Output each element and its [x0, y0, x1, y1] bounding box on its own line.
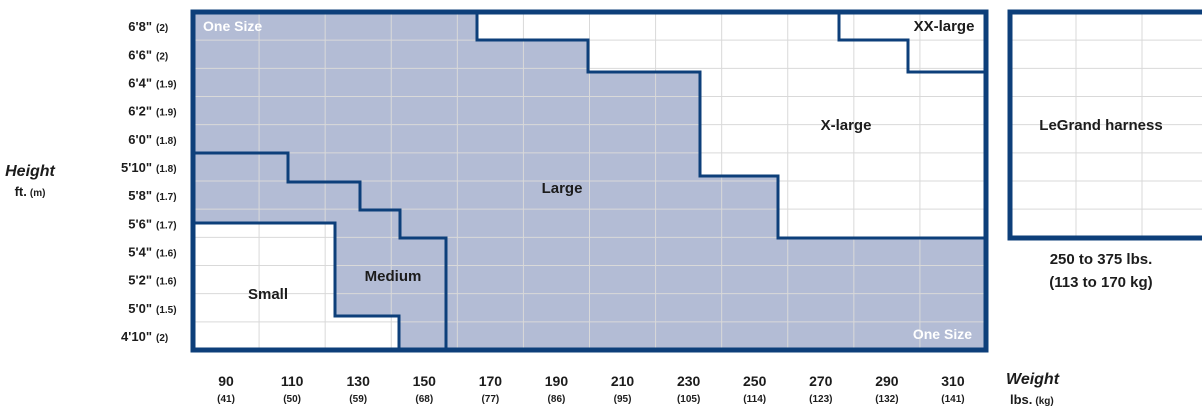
- legrand-range-lbs: 250 to 375 lbs.: [1050, 251, 1153, 268]
- x-tick-sublabel: (132): [875, 394, 898, 405]
- medium-large-boundary: [193, 151, 448, 350]
- zone-label-small: Small: [248, 286, 288, 303]
- legrand-label: LeGrand harness: [1039, 117, 1162, 134]
- y-tick-sublabel: (1.7): [156, 220, 177, 231]
- y-tick-sublabel: (1.7): [156, 192, 177, 203]
- x-tick-label: 310: [941, 373, 965, 389]
- x-axis-title: Weight: [1006, 371, 1060, 388]
- x-tick-label: 290: [875, 373, 899, 389]
- x-tick-sublabel: (86): [548, 394, 566, 405]
- y-axis-ticks: 6'8" (2) 6'6" (2) 6'4" (1.9) 6'2" (1.9) 6'0" (1.8…: [121, 19, 177, 344]
- zone-label-medium: Medium: [365, 268, 422, 285]
- y-axis-title: Height: [5, 163, 55, 180]
- x-tick-label: 170: [479, 373, 503, 389]
- x-axis-unit-lbs: lbs.: [1010, 392, 1032, 407]
- x-tick-sublabel: (77): [481, 394, 499, 405]
- x-tick-label: 90: [218, 373, 234, 389]
- y-tick-sublabel: (1.6): [156, 277, 177, 288]
- legrand-grid: [1010, 12, 1202, 238]
- y-axis-unit-ft: ft.: [15, 184, 27, 199]
- y-tick-sublabel: (2): [156, 51, 168, 62]
- zone-label-large: Large: [542, 180, 583, 197]
- x-tick-sublabel: (141): [941, 394, 964, 405]
- y-tick-sublabel: (1.6): [156, 248, 177, 259]
- y-tick-sublabel: (2): [156, 333, 168, 344]
- one-size-label-top: One Size: [203, 18, 262, 34]
- y-tick-label: 6'6": [128, 47, 152, 62]
- y-tick-label: 4'10": [121, 329, 152, 344]
- y-tick-label: 5'6": [128, 216, 152, 231]
- x-axis-ticks: 90 (41) 110 (50) 130 (59) 150 (68) 170 (77) 190 (86…: [217, 373, 965, 405]
- y-tick-label: 5'4": [128, 244, 152, 259]
- zone-label-xxlarge: XX-large: [914, 18, 975, 35]
- x-tick-sublabel: (105): [677, 394, 700, 405]
- x-tick-sublabel: (59): [349, 394, 367, 405]
- large-xlarge-boundary: [475, 12, 986, 240]
- y-tick-label: 5'8": [128, 188, 152, 203]
- y-tick-sublabel: (1.8): [156, 164, 177, 175]
- x-tick-sublabel: (50): [283, 394, 301, 405]
- y-tick-label: 6'2": [128, 104, 152, 119]
- plot-border: [190, 9, 989, 353]
- y-tick-sublabel: (1.9): [156, 108, 177, 119]
- y-tick-label: 5'0": [128, 301, 152, 316]
- x-tick-label: 250: [743, 373, 767, 389]
- x-tick-label: 130: [347, 373, 371, 389]
- x-tick-sublabel: (114): [743, 394, 766, 405]
- legrand-range-kg: (113 to 170 kg): [1049, 274, 1152, 291]
- y-tick-label: 5'2": [128, 273, 152, 288]
- x-tick-label: 110: [281, 373, 304, 389]
- x-tick-label: 270: [809, 373, 833, 389]
- y-tick-label: 6'8": [128, 19, 152, 34]
- y-tick-label: 6'4": [128, 75, 152, 90]
- x-axis-unit: lbs. (kg): [1010, 392, 1054, 407]
- xlarge-xxlarge-boundary: [837, 12, 986, 74]
- x-tick-label: 230: [677, 373, 701, 389]
- zone-label-xlarge: X-large: [821, 117, 872, 134]
- one-size-label-bottom: One Size: [913, 326, 972, 342]
- x-tick-label: 150: [413, 373, 437, 389]
- x-tick-sublabel: (41): [217, 394, 235, 405]
- plot-grid: [193, 12, 986, 350]
- y-tick-sublabel: (1.8): [156, 136, 177, 147]
- y-axis-unit: ft. (m): [15, 184, 46, 199]
- y-axis-unit-m: (m): [30, 188, 46, 199]
- y-tick-sublabel: (1.9): [156, 79, 177, 90]
- x-tick-sublabel: (123): [809, 394, 832, 405]
- y-tick-sublabel: (1.5): [156, 305, 177, 316]
- x-tick-sublabel: (68): [415, 394, 433, 405]
- x-tick-label: 190: [545, 373, 569, 389]
- y-tick-label: 6'0": [128, 132, 152, 147]
- x-axis-unit-kg: (kg): [1035, 396, 1053, 407]
- legrand-border: [1007, 9, 1202, 241]
- y-tick-label: 5'10": [121, 160, 152, 175]
- small-medium-boundary: [193, 221, 401, 350]
- x-tick-sublabel: (95): [614, 394, 632, 405]
- y-tick-sublabel: (2): [156, 23, 168, 34]
- zone-boundaries: [193, 12, 986, 350]
- x-tick-label: 210: [611, 373, 635, 389]
